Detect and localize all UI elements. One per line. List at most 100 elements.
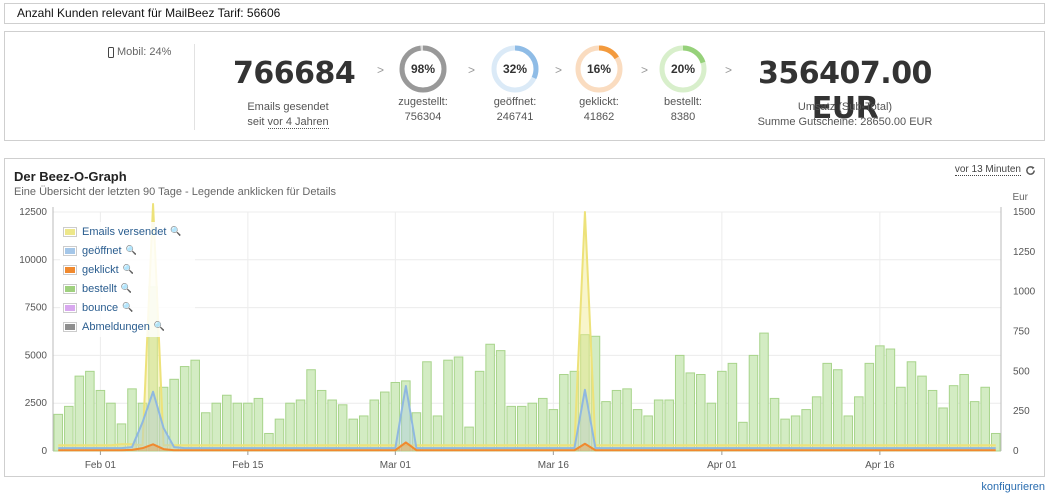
- legend-item[interactable]: Emails versendet 🔍: [60, 222, 195, 241]
- left-axis-tick-label: 5000: [25, 350, 48, 361]
- bar-bestellt: [127, 388, 137, 452]
- bar-bestellt: [222, 394, 232, 452]
- ring-percent: 98%: [410, 62, 436, 76]
- bar-bestellt: [369, 399, 380, 452]
- x-axis-tick-label: Feb 15: [232, 460, 264, 471]
- emails-sent-number: 766684: [233, 56, 356, 91]
- legend-item[interactable]: bounce 🔍: [60, 298, 195, 317]
- emails-sent-caption: Emails gesendet seit vor 4 Jahren: [220, 100, 356, 130]
- since-link[interactable]: vor 4 Jahren: [267, 116, 329, 129]
- emails-sent-label: Emails gesendet: [247, 101, 329, 113]
- legend-label[interactable]: geöffnet: [82, 244, 122, 257]
- magnifier-icon[interactable]: 🔍: [125, 245, 137, 255]
- ring-caption: bestellt: 8380: [633, 95, 733, 125]
- legend-label[interactable]: geklickt: [82, 263, 119, 276]
- bar-bestellt: [85, 370, 95, 452]
- legend-label[interactable]: Emails versendet: [82, 225, 167, 238]
- funnel-arrow: >: [725, 63, 733, 77]
- ring-value: 41862: [583, 111, 615, 123]
- ring-progress-arc: [659, 45, 707, 93]
- bar-bestellt: [95, 389, 106, 452]
- funnel-ring: 20%: [657, 43, 709, 95]
- bar-bestellt: [380, 391, 390, 452]
- ring-value: 8380: [670, 111, 696, 123]
- mobil-share: Mobil: 24%: [108, 46, 171, 58]
- magnifier-icon[interactable]: 🔍: [153, 321, 166, 331]
- legend-label[interactable]: Abmeldungen: [82, 320, 150, 333]
- bar-bestellt: [306, 369, 316, 452]
- bar-bestellt: [527, 402, 538, 452]
- bar-bestellt: [685, 372, 696, 452]
- legend-item[interactable]: geöffnet 🔍: [60, 241, 195, 260]
- refresh-control[interactable]: vor 13 Minuten: [954, 164, 1036, 176]
- right-axis-tick-label: 1000: [1013, 287, 1036, 298]
- ring-value: 246741: [496, 111, 534, 123]
- divider: [194, 44, 195, 130]
- bar-bestellt: [822, 362, 832, 452]
- magnifier-icon[interactable]: 🔍: [120, 283, 133, 293]
- bar-bestellt: [601, 401, 611, 452]
- bar-bestellt: [717, 370, 727, 452]
- bar-bestellt: [190, 359, 200, 452]
- refresh-time[interactable]: vor 13 Minuten: [954, 164, 1021, 176]
- bar-bestellt: [927, 389, 938, 452]
- bar-bestellt: [211, 402, 222, 452]
- bar-bestellt: [748, 354, 759, 452]
- bar-bestellt: [832, 369, 843, 452]
- bar-bestellt: [559, 374, 569, 452]
- bar-bestellt: [864, 362, 875, 452]
- legend-label[interactable]: bounce: [82, 301, 119, 314]
- ring-caption: zugestellt: 756304: [373, 95, 473, 125]
- funnel-arrow: >: [468, 63, 476, 77]
- right-axis-tick-label: 0: [1013, 446, 1019, 457]
- ring-percent: 20%: [670, 62, 696, 76]
- bar-bestellt: [653, 399, 664, 452]
- ring-label: bestellt:: [664, 96, 702, 108]
- magnifier-icon[interactable]: 🔍: [122, 264, 134, 274]
- bar-bestellt: [158, 386, 169, 452]
- right-axis-tick-label: 250: [1013, 406, 1030, 417]
- legend-swatch: [63, 283, 77, 294]
- ring-caption: geöffnet: 246741: [465, 95, 565, 125]
- bar-bestellt: [485, 343, 495, 452]
- bar-bestellt: [917, 375, 927, 452]
- bar-bestellt: [327, 399, 337, 452]
- right-axis-tick-label: 1250: [1013, 247, 1036, 258]
- right-axis-tick-label: 750: [1013, 327, 1030, 338]
- magnifier-icon[interactable]: 🔍: [170, 226, 182, 236]
- legend-item[interactable]: Abmeldungen 🔍: [60, 317, 195, 336]
- left-axis-tick-label: 10000: [19, 255, 47, 266]
- bar-bestellt: [727, 362, 738, 452]
- legend-item[interactable]: bestellt 🔍: [60, 279, 195, 298]
- graph-title: Der Beez-O-Graph: [14, 169, 127, 184]
- magnifier-icon[interactable]: 🔍: [122, 302, 134, 312]
- legend-swatch: [63, 264, 77, 275]
- mobil-share-label: Mobil: 24%: [117, 46, 172, 58]
- legend-label[interactable]: bestellt: [82, 282, 117, 295]
- bar-bestellt: [696, 374, 706, 452]
- bar-bestellt: [243, 402, 253, 452]
- legend-item[interactable]: geklickt 🔍: [60, 260, 195, 279]
- vouchers-sum: Summe Gutscheine: 28650.00 EUR: [757, 116, 933, 128]
- revenue-caption: Umsatz (Sub-Total) Summe Gutscheine: 286…: [735, 100, 955, 130]
- bar-bestellt: [74, 375, 85, 452]
- bar-bestellt: [759, 332, 769, 452]
- funnel-ring: 32%: [489, 43, 541, 95]
- bar-bestellt: [295, 399, 306, 452]
- right-axis-unit: Eur: [1012, 192, 1028, 203]
- bar-bestellt: [316, 389, 327, 452]
- revenue-number: 356407.00 EUR: [758, 56, 932, 126]
- stats-panel: Mobil: 24% 766684 Emails gesendet seit v…: [4, 31, 1045, 141]
- refresh-icon[interactable]: [1025, 165, 1036, 176]
- x-axis-tick-label: Feb 01: [85, 460, 117, 471]
- bar-bestellt: [495, 350, 506, 452]
- bar-bestellt: [875, 345, 885, 452]
- bar-bestellt: [106, 402, 116, 452]
- x-axis-tick-label: Apr 16: [865, 460, 895, 471]
- configure-link[interactable]: konfigurieren: [981, 481, 1045, 493]
- legend-swatch: [63, 321, 77, 332]
- bar-bestellt: [769, 397, 780, 452]
- funnel-arrow: >: [377, 63, 385, 77]
- ring-percent: 32%: [502, 62, 528, 76]
- ring-percent: 16%: [586, 62, 612, 76]
